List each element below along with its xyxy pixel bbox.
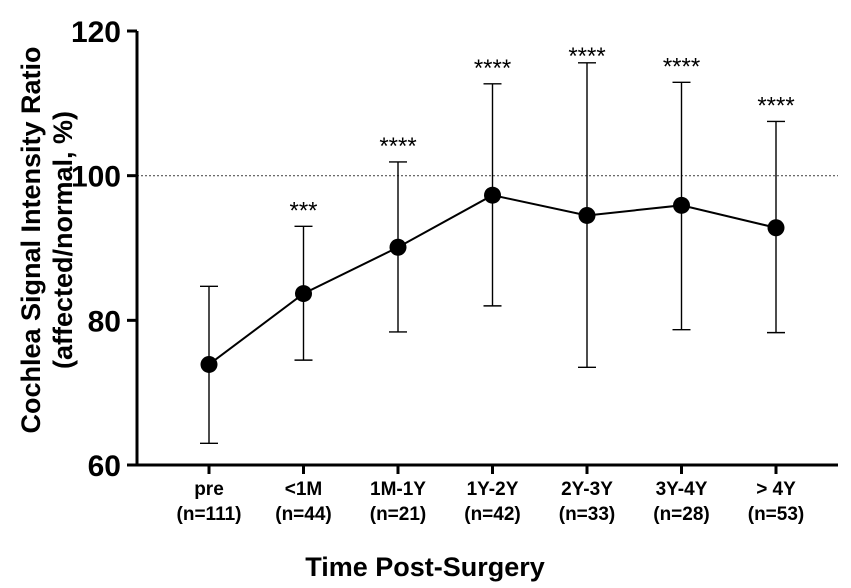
x-tick-sublabel: (n=21): [370, 504, 427, 525]
x-tick-sublabel: (n=111): [177, 504, 242, 525]
series-layer: [200, 62, 785, 444]
y-tick-label: 60: [88, 450, 121, 483]
x-tick-label: > 4Y: [756, 479, 796, 500]
data-point: [673, 196, 690, 214]
significance-label: ****: [474, 55, 511, 82]
significance-label: ****: [379, 133, 416, 160]
x-tick-label: 1Y-2Y: [467, 479, 519, 500]
x-tick-sublabel: (n=28): [653, 504, 710, 525]
y-tick-label: 80: [88, 305, 121, 338]
data-point: [578, 206, 596, 224]
x-tick-sublabel: (n=42): [464, 504, 521, 525]
x-tick-sublabel: (n=53): [748, 504, 805, 525]
y-tick-label: 100: [71, 161, 121, 194]
x-tick-sublabel: (n=33): [559, 504, 616, 525]
x-axis-title: Time Post-Surgery: [305, 552, 545, 582]
x-tick-label: 1M-1Y: [370, 479, 426, 500]
x-tick-label: pre: [194, 479, 224, 500]
significance-label: ***: [289, 197, 317, 224]
labels-layer: 60 80 100 120 pre (n=111) <1M (n=44) 1M-1Y (n=21)…: [16, 16, 804, 582]
axes-layer: [127, 29, 838, 474]
x-tick-label: 3Y-4Y: [656, 479, 708, 500]
x-tick-sublabel: (n=44): [275, 504, 332, 525]
x-tick-label: 2Y-3Y: [561, 479, 613, 500]
data-point: [767, 219, 785, 237]
data-point: [200, 355, 218, 373]
data-point: [295, 285, 312, 303]
y-axis-title-line2: (affected/normal, %): [48, 111, 78, 369]
y-tick-label: 120: [71, 16, 121, 49]
y-axis-title-line1: Cochlea Signal Intensity Ratio: [16, 46, 46, 433]
significance-label: ****: [757, 92, 794, 119]
data-point: [484, 186, 501, 204]
significance-label: ****: [568, 43, 605, 70]
significance-label: ****: [663, 53, 700, 80]
data-point: [389, 238, 407, 256]
x-tick-label: <1M: [285, 479, 323, 500]
